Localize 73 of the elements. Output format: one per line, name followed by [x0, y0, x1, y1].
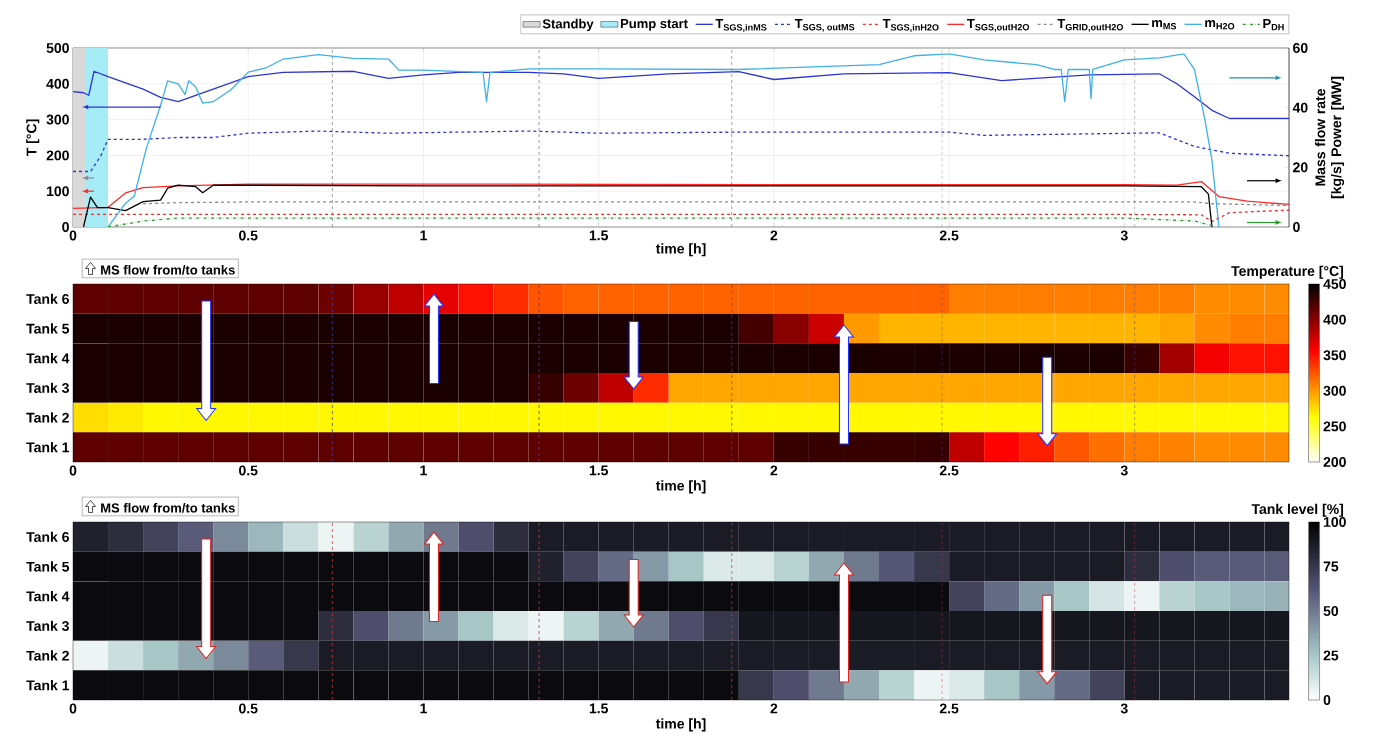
color-bar-title: Tank level [%] — [1251, 503, 1344, 517]
y-tick-label: Tank 6 — [26, 293, 69, 304]
y-tick-label: Tank 5 — [26, 561, 70, 572]
color-bar-label: 300 — [1323, 385, 1346, 396]
x-axis-title: time [h] — [655, 480, 706, 494]
y-tick-label: 500 — [46, 43, 69, 53]
y2-tick-label: 40 — [1292, 102, 1308, 113]
legend-label: $\mathbf{P}_{\text{DH}}$ — [1263, 19, 1284, 31]
color-bar-label: 100 — [1323, 517, 1346, 527]
y2-tick-label: 0 — [1293, 222, 1300, 232]
text: MS flow from/to tanks — [101, 265, 235, 275]
y-tick-label: Tank 1 — [26, 680, 70, 691]
y-tick-label: Tank 4 — [26, 353, 70, 364]
legend-label: $\mathbf{T}_{\text{SGS,outH2O}}$ — [967, 19, 1030, 32]
y-axis-title: T [°C] — [26, 119, 40, 157]
y-tick-label: Tank 4 — [26, 591, 70, 602]
legend-label: $\mathbf{T}_{\text{SGS, outMS}}$ — [794, 19, 855, 32]
x-tick-label: 1.5 — [589, 465, 609, 476]
y-tick-label: 400 — [46, 78, 69, 89]
y2-tick-label: 20 — [1293, 162, 1308, 173]
y-tick-label: Tank 2 — [26, 650, 69, 661]
y-tick-label: 200 — [46, 150, 69, 161]
y2-axis-title: Mass flow rate [kg/s] Power [MW] — [1314, 76, 1345, 199]
color-bar-label: 25 — [1323, 650, 1339, 661]
x-tick-label: 2.5 — [939, 230, 959, 241]
color-bar-label: 450 — [1323, 279, 1346, 289]
x-axis-title: time [h] — [655, 718, 706, 732]
y-tick-label: Tank 5 — [26, 323, 70, 334]
x-tick-label: 1.5 — [589, 230, 609, 241]
x-tick-label: 0 — [69, 230, 77, 241]
color-bar-label: 75 — [1323, 561, 1339, 572]
legend-label: $\mathbf{m}_{\text{MS}}$ — [1152, 20, 1177, 30]
color-bar-label: 350 — [1323, 350, 1346, 361]
color-bar-label: 50 — [1323, 606, 1339, 616]
y2-tick-label: 60 — [1293, 43, 1308, 53]
x-tick-label: 2 — [770, 465, 778, 476]
x-tick-label: 1 — [420, 703, 427, 714]
x-tick-label: 0 — [69, 465, 77, 476]
x-tick-label: 2 — [770, 230, 778, 241]
color-bar-label: 400 — [1323, 314, 1346, 325]
y-tick-label: 0 — [62, 222, 69, 232]
x-tick-label: 0.5 — [239, 465, 258, 476]
legend-label: $\mathbf{m}_{\text{H2O}}$ — [1205, 20, 1235, 30]
legend-label: $\mathbf{T}_{\text{GRID,outH2O}}$ — [1057, 19, 1124, 32]
x-tick-label: 2 — [770, 703, 778, 714]
x-tick-label: 1 — [420, 230, 427, 241]
x-tick-label: 2.5 — [939, 465, 959, 476]
x-tick-label: 3 — [1120, 465, 1128, 476]
y-tick-label: Tank 3 — [26, 382, 69, 393]
legend-label: $\mathbf{T}_{\text{SGS,inMS}}$ — [715, 19, 767, 32]
y-tick-label: Tank 1 — [26, 442, 70, 453]
y-tick-label: 300 — [46, 114, 69, 125]
legend-label: Pump start — [620, 19, 688, 31]
color-bar-label: 200 — [1323, 457, 1346, 467]
x-tick-label: 0 — [69, 703, 77, 714]
legend-label: Standby — [542, 18, 594, 31]
y-tick-label: Tank 6 — [26, 531, 69, 542]
legend-label: $\mathbf{T}_{\text{SGS,inH2O}}$ — [882, 19, 939, 32]
x-tick-label: 0.5 — [239, 703, 258, 714]
color-bar-label: 250 — [1323, 421, 1346, 432]
x-tick-label: 3 — [1120, 703, 1128, 714]
x-tick-label: 3 — [1120, 230, 1128, 241]
text: MS flow from/to tanks — [101, 503, 235, 513]
x-tick-label: 1 — [420, 465, 427, 476]
x-axis-title: time [h] — [655, 243, 706, 257]
color-bar-label: 0 — [1323, 695, 1331, 705]
x-tick-label: 1.5 — [589, 703, 609, 714]
y-tick-label: Tank 2 — [26, 412, 69, 423]
y-tick-label: 100 — [46, 186, 69, 197]
y-tick-label: Tank 3 — [26, 620, 69, 631]
x-tick-label: 2.5 — [939, 703, 959, 714]
x-tick-label: 0.5 — [239, 230, 258, 241]
color-bar-title: Temperature [°C] — [1231, 265, 1344, 279]
